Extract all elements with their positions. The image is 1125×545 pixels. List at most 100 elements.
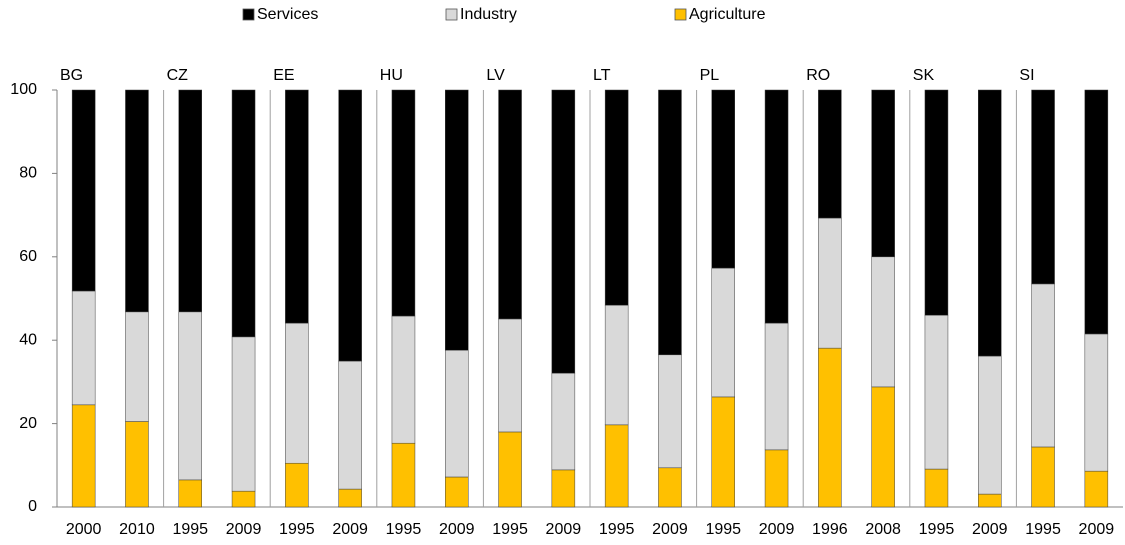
bar-segment bbox=[924, 468, 949, 508]
bar-segment bbox=[871, 89, 895, 258]
group-label: CZ bbox=[167, 67, 189, 84]
bar-segment bbox=[231, 89, 256, 338]
legend-swatch bbox=[674, 8, 687, 21]
bar-segment bbox=[604, 424, 629, 508]
bar-segment bbox=[818, 217, 842, 349]
bar-segment bbox=[178, 479, 202, 508]
bar-segment bbox=[604, 89, 629, 306]
group-label: BG bbox=[60, 67, 83, 84]
bar-segment bbox=[1031, 283, 1055, 448]
bar-segment bbox=[551, 469, 576, 508]
bar-segment bbox=[178, 89, 202, 313]
x-tick-label: 1995 bbox=[599, 521, 635, 538]
bar-segment bbox=[231, 336, 256, 492]
bar-segment bbox=[1084, 89, 1109, 335]
bar-segment bbox=[1084, 333, 1109, 472]
bar-segment bbox=[818, 89, 842, 219]
legend-label: Industry bbox=[460, 6, 517, 23]
bar-segment bbox=[445, 89, 469, 351]
bar-segment bbox=[285, 322, 309, 464]
x-tick-label: 1995 bbox=[172, 521, 208, 538]
bar-segment bbox=[125, 311, 149, 422]
group-label: EE bbox=[273, 67, 294, 84]
x-tick-label: 2009 bbox=[332, 521, 368, 538]
x-tick-label: 2009 bbox=[439, 521, 475, 538]
bar-segment bbox=[1031, 89, 1055, 285]
bar-segment bbox=[285, 462, 309, 508]
group-label: HU bbox=[380, 67, 403, 84]
y-tick-label: 20 bbox=[19, 415, 37, 432]
bar-segment bbox=[391, 315, 416, 444]
bar-segment bbox=[498, 89, 522, 320]
bar-segment bbox=[231, 490, 256, 508]
bar-segment bbox=[658, 89, 682, 356]
bar-segment bbox=[445, 349, 469, 478]
bar-segment bbox=[711, 396, 735, 508]
bar-segment bbox=[391, 89, 416, 317]
x-tick-label: 2009 bbox=[226, 521, 262, 538]
bar-segment bbox=[338, 89, 362, 362]
bar-segment bbox=[71, 89, 96, 292]
y-tick-label: 0 bbox=[28, 498, 37, 515]
bar-segment bbox=[764, 449, 789, 508]
bar-segment bbox=[498, 431, 522, 508]
legend-label: Services bbox=[257, 6, 318, 23]
group-label: SK bbox=[913, 67, 935, 84]
legend-label: Agriculture bbox=[689, 6, 766, 23]
bar-segment bbox=[498, 318, 522, 433]
x-tick-label: 1995 bbox=[279, 521, 315, 538]
x-tick-label: 2008 bbox=[865, 521, 901, 538]
bar-segment bbox=[1084, 470, 1109, 508]
bar-segment bbox=[178, 311, 202, 481]
bar-segment bbox=[871, 386, 895, 508]
bar-segment bbox=[924, 314, 949, 470]
bar-segment bbox=[978, 493, 1002, 508]
bar-segment bbox=[978, 89, 1002, 357]
x-tick-label: 1995 bbox=[492, 521, 528, 538]
x-tick-label: 1995 bbox=[919, 521, 955, 538]
bar-segment bbox=[285, 89, 309, 324]
group-label: RO bbox=[806, 67, 830, 84]
bar-segment bbox=[764, 322, 789, 451]
bar-segment bbox=[711, 89, 735, 269]
bar-segment bbox=[71, 404, 96, 508]
x-tick-label: 2009 bbox=[652, 521, 688, 538]
bar-segment bbox=[818, 347, 842, 508]
y-tick-label: 80 bbox=[19, 165, 37, 182]
bar-segment bbox=[338, 360, 362, 490]
bar-segment bbox=[658, 354, 682, 469]
group-label: LV bbox=[486, 67, 505, 84]
bar-segment bbox=[125, 421, 149, 508]
x-tick-label: 2009 bbox=[1079, 521, 1115, 538]
bar-segment bbox=[764, 89, 789, 324]
bar-segment bbox=[125, 89, 149, 313]
bar-segment bbox=[711, 267, 735, 398]
x-tick-label: 2010 bbox=[119, 521, 155, 538]
bar-segment bbox=[978, 355, 1002, 495]
y-tick-label: 100 bbox=[10, 81, 37, 98]
x-tick-label: 1995 bbox=[705, 521, 741, 538]
bar-segment bbox=[71, 290, 96, 406]
x-tick-label: 1996 bbox=[812, 521, 848, 538]
group-label: LT bbox=[593, 67, 611, 84]
y-tick-label: 40 bbox=[19, 331, 37, 348]
x-tick-label: 2009 bbox=[546, 521, 582, 538]
x-tick-label: 2000 bbox=[66, 521, 102, 538]
bar-segment bbox=[551, 372, 576, 471]
bar-segment bbox=[604, 304, 629, 426]
x-tick-label: 2009 bbox=[759, 521, 795, 538]
legend-swatch bbox=[242, 8, 255, 21]
x-tick-label: 1995 bbox=[386, 521, 422, 538]
bar-segment bbox=[924, 89, 949, 316]
x-tick-label: 1995 bbox=[1025, 521, 1061, 538]
group-label: PL bbox=[700, 67, 720, 84]
bar-segment bbox=[551, 89, 576, 374]
y-tick-label: 60 bbox=[19, 248, 37, 265]
bar-segment bbox=[338, 488, 362, 508]
group-label: SI bbox=[1019, 67, 1034, 84]
bar-segment bbox=[445, 476, 469, 508]
x-tick-label: 2009 bbox=[972, 521, 1008, 538]
bar-segment bbox=[658, 467, 682, 508]
legend-swatch bbox=[445, 8, 458, 21]
